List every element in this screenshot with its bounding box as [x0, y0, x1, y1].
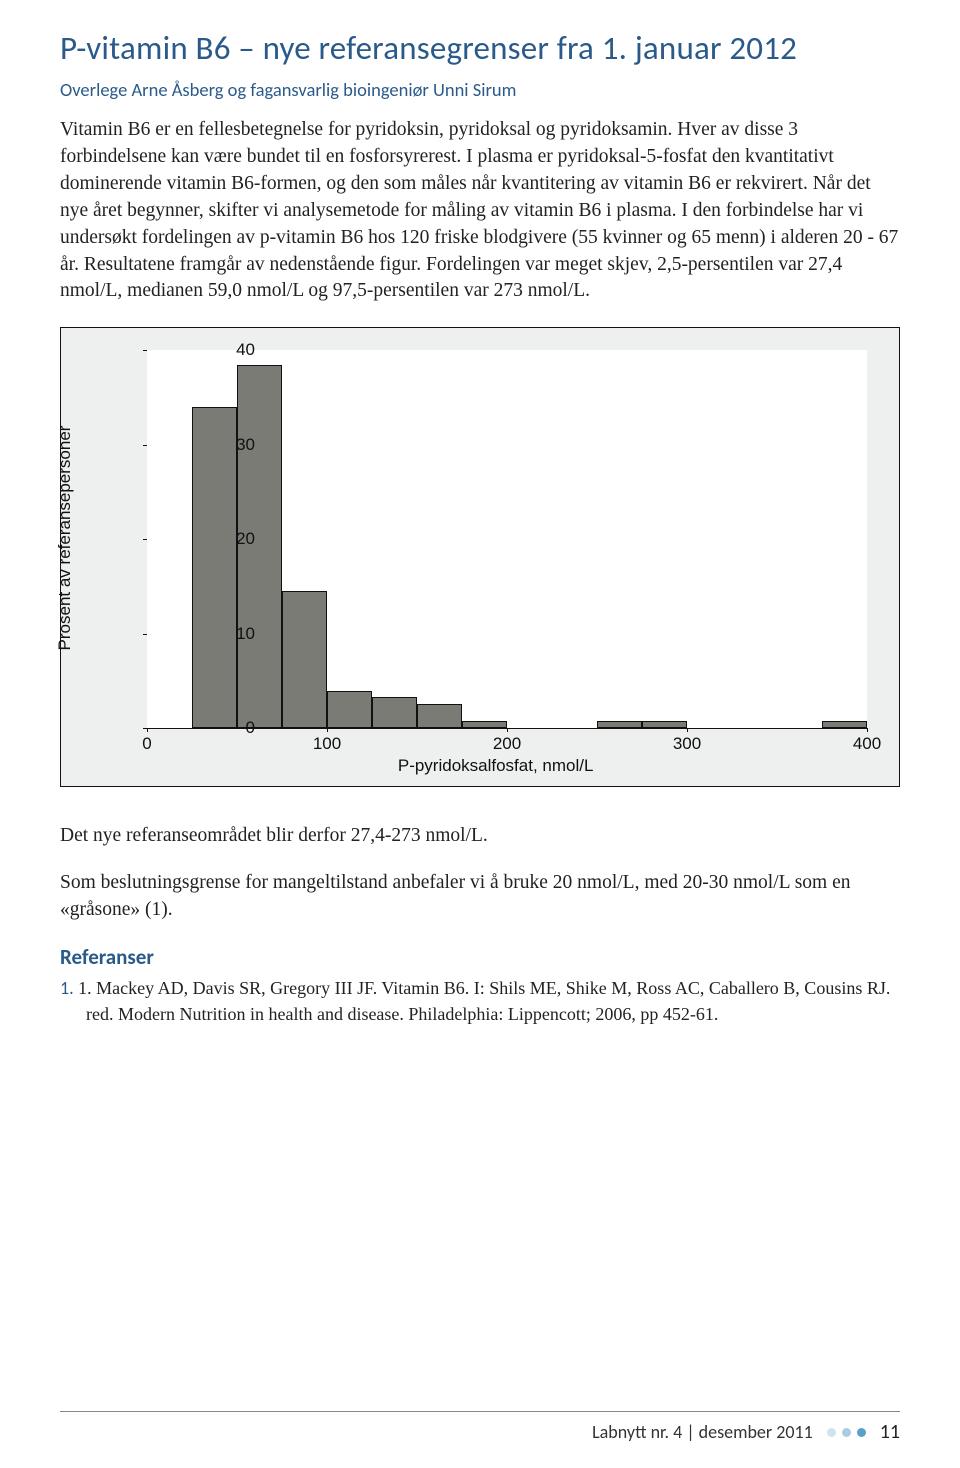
plot-area [147, 350, 867, 728]
histogram-bar [462, 721, 507, 729]
histogram-bar [327, 691, 372, 729]
page-title: P-vitamin B6 – nye referansegrenser fra … [60, 28, 900, 68]
page-footer: Labnytt nr. 4 | desember 2011 11 [60, 1411, 900, 1444]
footer-dots [827, 1428, 866, 1437]
y-tick-label: 0 [215, 718, 255, 738]
y-tick [143, 350, 147, 351]
x-tick-label: 400 [853, 734, 881, 754]
reference-item: 1. 1. Mackey AD, Davis SR, Gregory III J… [60, 976, 900, 1027]
x-tick-label: 100 [313, 734, 341, 754]
x-tick-label: 0 [142, 734, 151, 754]
x-axis-label: P-pyridoksalfosfat, nmol/L [398, 756, 594, 776]
footer-dot [827, 1428, 836, 1437]
histogram-bar [597, 721, 642, 729]
histogram-bar [372, 697, 417, 728]
footer-dot [842, 1428, 851, 1437]
y-tick-label: 20 [215, 529, 255, 549]
x-tick-label: 200 [493, 734, 521, 754]
x-tick [867, 728, 868, 732]
y-tick [143, 445, 147, 446]
intro-paragraph: Vitamin B6 er en fellesbetegnelse for py… [60, 117, 900, 305]
y-tick [143, 539, 147, 540]
y-axis-label: Prosent av referansepersoner [55, 426, 75, 651]
histogram-bar [282, 591, 327, 728]
references-list: 1. 1. Mackey AD, Davis SR, Gregory III J… [60, 976, 900, 1027]
x-tick [507, 728, 508, 732]
histogram-chart: Prosent av referansepersoner P-pyridoksa… [60, 327, 900, 787]
histogram-bar [192, 407, 237, 728]
histogram-bar [417, 704, 462, 729]
x-tick [327, 728, 328, 732]
byline: Overlege Arne Åsberg og fagansvarlig bio… [60, 78, 900, 101]
footer-dot [857, 1428, 866, 1437]
y-tick-label: 10 [215, 624, 255, 644]
histogram-bar [822, 721, 867, 729]
reference-number: 1. [60, 977, 74, 999]
result-line-2: Som beslutningsgrense for mangeltilstand… [60, 870, 900, 924]
reference-text: 1. Mackey AD, Davis SR, Gregory III JF. … [78, 978, 890, 1024]
y-tick-label: 30 [215, 435, 255, 455]
references-heading: Referanser [60, 944, 900, 970]
x-tick [147, 728, 148, 732]
page-number: 11 [880, 1420, 900, 1444]
y-tick-label: 40 [215, 340, 255, 360]
x-tick [687, 728, 688, 732]
histogram-bar [642, 721, 687, 729]
x-tick-label: 300 [673, 734, 701, 754]
result-line-1: Det nye referanseområdet blir derfor 27,… [60, 823, 900, 850]
footer-text: Labnytt nr. 4 | desember 2011 [592, 1421, 813, 1443]
y-tick [143, 634, 147, 635]
